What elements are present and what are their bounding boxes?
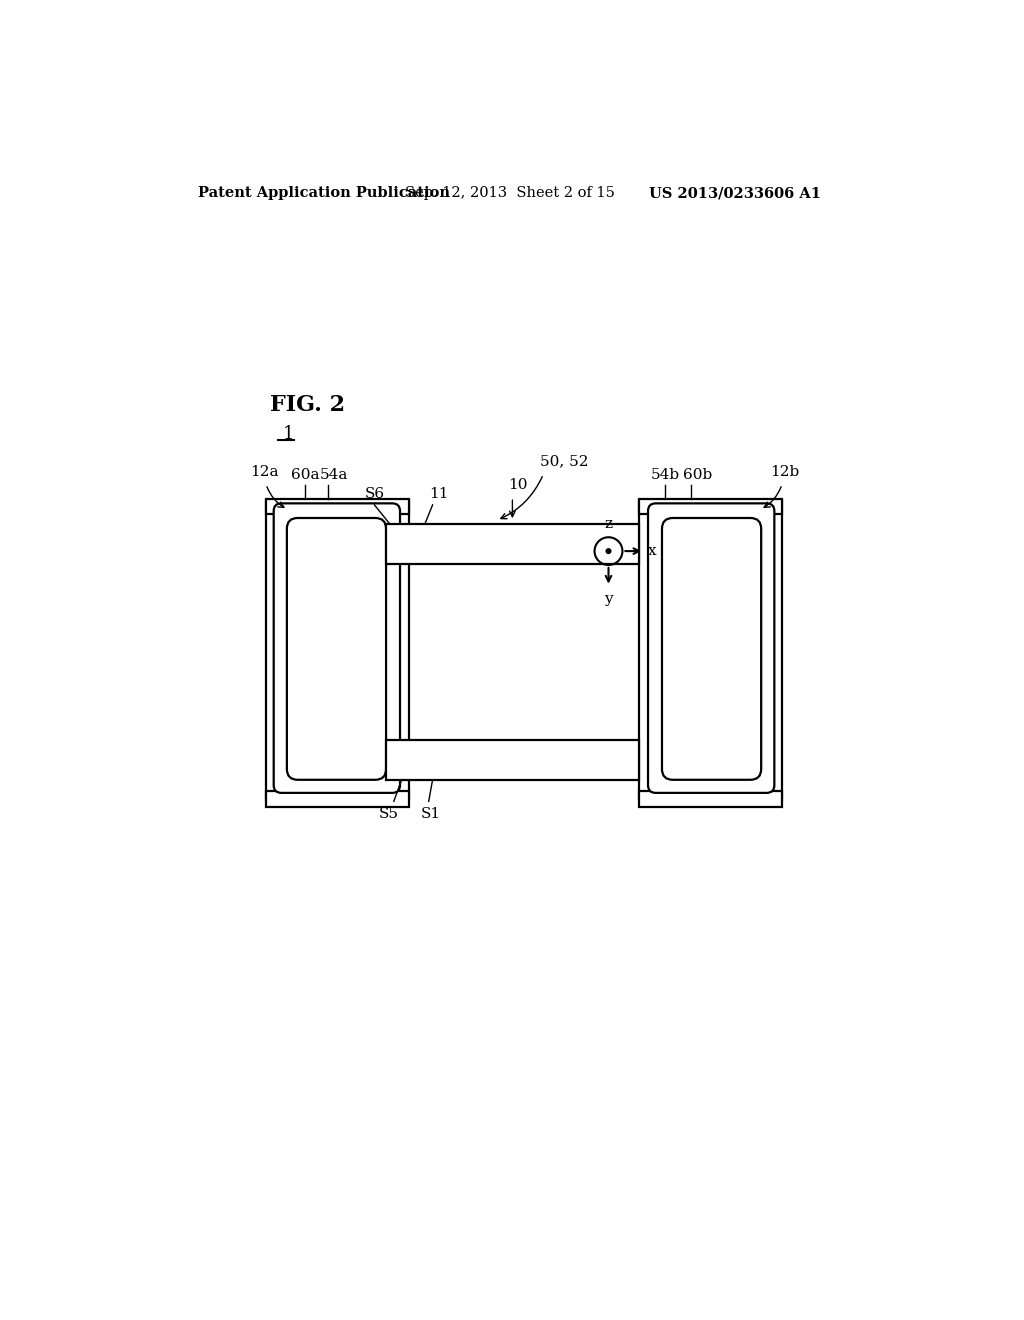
Text: 50, 52: 50, 52 (540, 454, 588, 469)
Text: FIG. 2: FIG. 2 (270, 393, 345, 416)
Text: x: x (648, 544, 656, 558)
Text: z: z (604, 517, 612, 531)
Bar (266, 499, 410, 515)
Bar (639, 499, 782, 515)
FancyBboxPatch shape (273, 503, 400, 793)
Text: y: y (604, 591, 612, 606)
Bar (386, 739, 639, 780)
Text: Sep. 12, 2013  Sheet 2 of 15: Sep. 12, 2013 Sheet 2 of 15 (406, 186, 615, 201)
Text: S6: S6 (365, 487, 384, 502)
Text: 60a: 60a (291, 467, 319, 482)
Text: 54a: 54a (321, 467, 348, 482)
Bar (639, 792, 782, 807)
Text: S5: S5 (378, 807, 398, 821)
Text: 1: 1 (283, 425, 295, 444)
Text: 11: 11 (429, 487, 449, 502)
FancyBboxPatch shape (287, 517, 386, 780)
Bar (266, 792, 410, 807)
Text: 60b: 60b (683, 467, 712, 482)
Bar (386, 524, 639, 564)
FancyBboxPatch shape (662, 517, 761, 780)
Text: 10: 10 (509, 478, 528, 492)
Text: 54b: 54b (651, 467, 680, 482)
Text: US 2013/0233606 A1: US 2013/0233606 A1 (649, 186, 821, 201)
Text: 12b: 12b (770, 465, 800, 479)
Circle shape (606, 549, 611, 553)
Text: 12a: 12a (251, 465, 279, 479)
Text: Patent Application Publication: Patent Application Publication (198, 186, 450, 201)
Text: S1: S1 (421, 807, 441, 821)
FancyBboxPatch shape (648, 503, 774, 793)
Bar (639, 502, 782, 797)
Bar (266, 502, 410, 797)
